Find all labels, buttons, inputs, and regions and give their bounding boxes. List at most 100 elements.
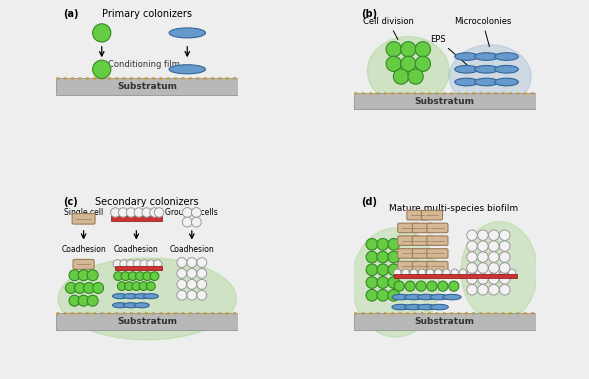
FancyBboxPatch shape	[412, 223, 434, 233]
Circle shape	[133, 260, 141, 268]
Circle shape	[177, 279, 187, 289]
Ellipse shape	[449, 45, 531, 108]
FancyBboxPatch shape	[73, 259, 94, 269]
FancyBboxPatch shape	[427, 236, 448, 245]
Ellipse shape	[430, 294, 448, 300]
Circle shape	[466, 252, 477, 262]
Circle shape	[69, 270, 80, 281]
Circle shape	[177, 268, 187, 278]
Bar	[114, 266, 162, 270]
Ellipse shape	[112, 294, 127, 299]
Circle shape	[488, 230, 499, 241]
Circle shape	[177, 290, 187, 300]
Ellipse shape	[112, 303, 127, 308]
Circle shape	[118, 208, 128, 217]
FancyBboxPatch shape	[398, 236, 419, 245]
Circle shape	[377, 277, 389, 288]
Circle shape	[377, 238, 389, 250]
Circle shape	[84, 282, 94, 293]
Circle shape	[366, 290, 378, 301]
Circle shape	[113, 260, 121, 268]
Circle shape	[87, 295, 98, 306]
Circle shape	[466, 230, 477, 241]
Ellipse shape	[134, 294, 149, 299]
Circle shape	[150, 208, 159, 217]
Ellipse shape	[455, 66, 478, 73]
Circle shape	[478, 230, 488, 241]
Circle shape	[415, 56, 431, 72]
Text: (c): (c)	[64, 197, 78, 207]
Ellipse shape	[418, 294, 436, 300]
Text: Coaggregate: Coaggregate	[111, 208, 161, 217]
FancyBboxPatch shape	[398, 223, 419, 233]
Circle shape	[139, 282, 148, 291]
FancyBboxPatch shape	[398, 249, 419, 258]
Circle shape	[366, 277, 378, 288]
Ellipse shape	[134, 303, 149, 308]
Circle shape	[394, 269, 401, 276]
Bar	[57, 313, 238, 330]
Circle shape	[488, 274, 499, 284]
Ellipse shape	[405, 294, 423, 300]
Bar	[111, 216, 162, 221]
Circle shape	[401, 42, 416, 57]
Ellipse shape	[418, 304, 436, 310]
Circle shape	[191, 217, 201, 227]
Text: Primary colonizers: Primary colonizers	[102, 9, 192, 19]
Ellipse shape	[169, 65, 206, 74]
FancyBboxPatch shape	[427, 262, 448, 271]
Text: Coadhesion: Coadhesion	[61, 245, 106, 254]
Circle shape	[499, 241, 510, 251]
Circle shape	[449, 281, 459, 291]
Circle shape	[427, 281, 437, 291]
Circle shape	[388, 251, 399, 263]
FancyBboxPatch shape	[72, 213, 95, 224]
Circle shape	[488, 252, 499, 262]
Circle shape	[488, 263, 499, 273]
Circle shape	[126, 208, 136, 217]
Circle shape	[488, 285, 499, 295]
Circle shape	[499, 274, 510, 284]
Circle shape	[468, 269, 475, 276]
Circle shape	[408, 69, 423, 84]
Circle shape	[114, 272, 123, 280]
Circle shape	[69, 295, 80, 306]
Ellipse shape	[475, 78, 498, 86]
Text: Conditioning film: Conditioning film	[108, 60, 180, 69]
Circle shape	[187, 290, 197, 300]
Circle shape	[478, 285, 488, 295]
FancyBboxPatch shape	[421, 210, 442, 220]
Circle shape	[366, 264, 378, 276]
Circle shape	[154, 260, 162, 268]
Circle shape	[386, 42, 401, 57]
Circle shape	[492, 269, 499, 276]
Circle shape	[197, 290, 207, 300]
FancyBboxPatch shape	[407, 210, 428, 220]
FancyBboxPatch shape	[427, 249, 448, 258]
Circle shape	[132, 282, 141, 291]
Ellipse shape	[430, 304, 448, 310]
Circle shape	[197, 268, 207, 278]
FancyBboxPatch shape	[427, 223, 448, 233]
Ellipse shape	[495, 53, 518, 60]
Circle shape	[451, 269, 458, 276]
Circle shape	[366, 251, 378, 263]
Ellipse shape	[495, 78, 518, 86]
Circle shape	[499, 230, 510, 241]
Circle shape	[127, 260, 135, 268]
Circle shape	[478, 241, 488, 251]
Circle shape	[438, 281, 448, 291]
Ellipse shape	[455, 78, 478, 86]
Ellipse shape	[144, 294, 158, 299]
Text: Coadhesion: Coadhesion	[114, 245, 158, 254]
Text: Coadhesion: Coadhesion	[170, 245, 214, 254]
Text: Microcolonies: Microcolonies	[454, 17, 511, 47]
Circle shape	[459, 269, 466, 276]
Circle shape	[150, 272, 159, 280]
Circle shape	[394, 281, 404, 291]
Circle shape	[418, 269, 426, 276]
Ellipse shape	[495, 66, 518, 73]
Circle shape	[499, 263, 510, 273]
Circle shape	[500, 269, 508, 276]
Text: (a): (a)	[64, 9, 79, 19]
